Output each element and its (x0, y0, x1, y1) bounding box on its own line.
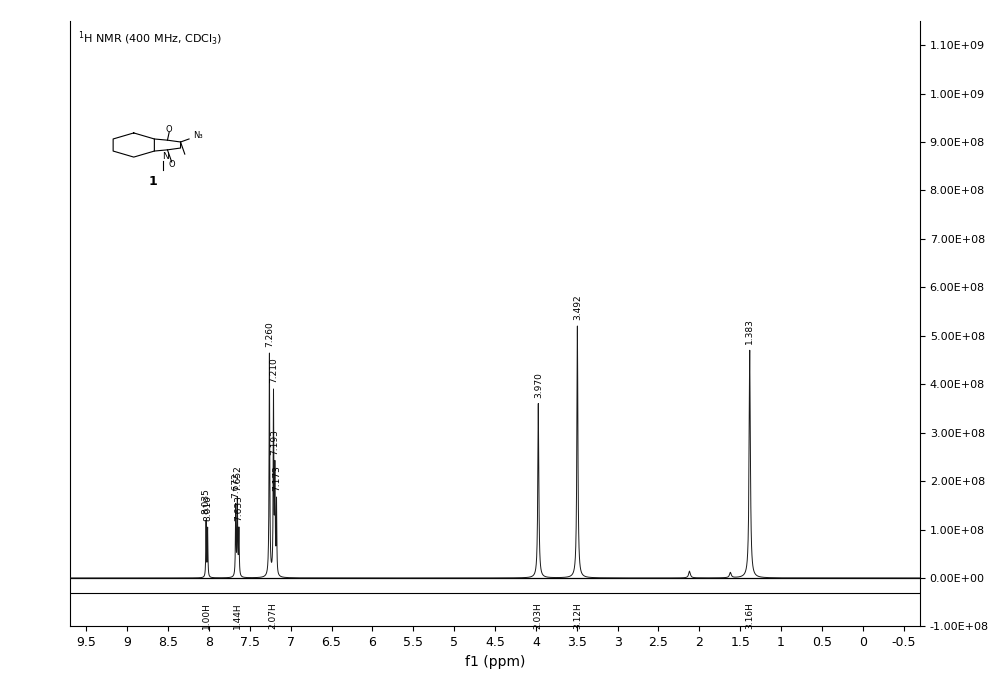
Text: N₃: N₃ (193, 132, 203, 141)
Text: 8.035: 8.035 (202, 489, 211, 514)
Text: $^1$H NMR (400 MHz, CDCl$_3$): $^1$H NMR (400 MHz, CDCl$_3$) (78, 30, 223, 48)
Text: 1.44H: 1.44H (233, 602, 242, 628)
Text: 8.016: 8.016 (203, 496, 212, 521)
Text: 7.652: 7.652 (233, 466, 242, 491)
Text: 2.03H: 2.03H (534, 602, 543, 629)
X-axis label: f1 (ppm): f1 (ppm) (465, 655, 525, 669)
Text: 7.260: 7.260 (265, 322, 274, 347)
Text: 3.970: 3.970 (534, 372, 543, 397)
Text: N: N (162, 152, 169, 161)
Text: 3.492: 3.492 (573, 294, 582, 320)
Text: 1.00H: 1.00H (202, 602, 211, 629)
Text: O: O (168, 161, 175, 170)
Text: 2.07H: 2.07H (269, 602, 278, 629)
Text: 1.383: 1.383 (745, 319, 754, 345)
Text: 7.672: 7.672 (231, 472, 240, 498)
Text: 3.16H: 3.16H (745, 602, 754, 629)
Text: 7.633: 7.633 (234, 496, 243, 521)
Text: 1: 1 (148, 175, 157, 188)
Text: 7.173: 7.173 (272, 466, 281, 491)
Text: 7.193: 7.193 (270, 429, 279, 454)
Text: 3.12H: 3.12H (573, 602, 582, 629)
Text: 7.210: 7.210 (269, 358, 278, 383)
Text: O: O (166, 125, 172, 134)
